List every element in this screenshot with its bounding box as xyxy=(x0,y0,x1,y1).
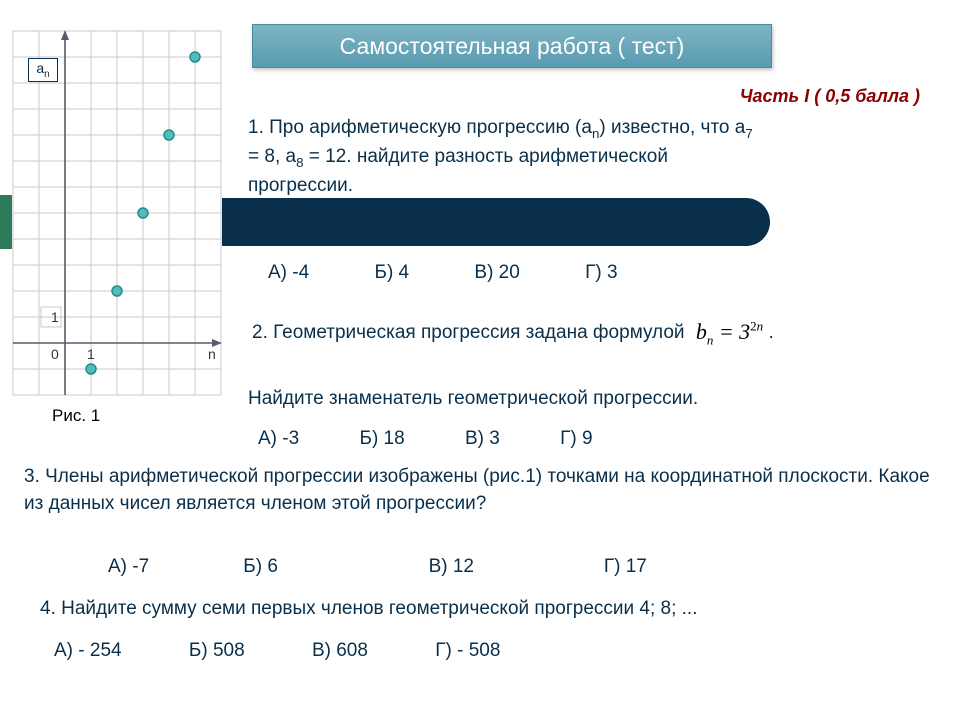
question-3-text: 3. Члены арифметической прогрессии изобр… xyxy=(24,464,934,517)
q1-body: 1. Про арифметическую прогрессию (an) из… xyxy=(248,117,753,196)
q2-formula: bn = 32n xyxy=(696,316,763,350)
q4-ans-a: А) - 254 xyxy=(54,640,122,662)
q4-ans-v: В) 608 xyxy=(312,640,368,662)
svg-text:1: 1 xyxy=(87,346,95,362)
figure-caption: Рис. 1 xyxy=(52,406,100,426)
question-2-answers: А) -3 Б) 18 В) 3 Г) 9 xyxy=(258,428,648,450)
question-4-answers: А) - 254 Б) 508 В) 608 Г) - 508 xyxy=(54,640,562,662)
q3-ans-a: А) -7 xyxy=(108,556,238,578)
q2-ans-a: А) -3 xyxy=(258,428,299,450)
q2-ans-g: Г) 9 xyxy=(560,428,592,450)
an-label: an xyxy=(36,60,49,80)
q2-line1: 2. Геометрическая прогрессия задана форм… xyxy=(252,322,685,343)
question-2-text: 2. Геометрическая прогрессия задана форм… xyxy=(252,316,892,350)
question-1-text: 1. Про арифметическую прогрессию (an) из… xyxy=(248,114,768,200)
q1-ans-g: Г) 3 xyxy=(585,262,617,284)
part-label: Часть I ( 0,5 балла ) xyxy=(740,86,920,107)
q1-ans-v: В) 20 xyxy=(474,262,519,284)
title-text: Самостоятельная работа ( тест) xyxy=(340,33,685,60)
title-banner: Самостоятельная работа ( тест) xyxy=(252,24,772,68)
question-1-answers: А) -4 Б) 4 В) 20 Г) 3 xyxy=(268,262,678,284)
svg-text:n: n xyxy=(208,346,216,362)
q4-ans-g: Г) - 508 xyxy=(435,640,500,662)
q1-ans-a: А) -4 xyxy=(268,262,309,284)
progression-chart: n 1 0 1 xyxy=(12,30,238,400)
svg-text:1: 1 xyxy=(51,309,59,325)
q4-ans-b: Б) 508 xyxy=(189,640,245,662)
svg-text:0: 0 xyxy=(51,346,59,362)
q2-ans-b: Б) 18 xyxy=(359,428,404,450)
q1-ans-b: Б) 4 xyxy=(374,262,409,284)
q2-ans-v: В) 3 xyxy=(465,428,500,450)
q3-ans-v: В) 12 xyxy=(429,556,599,578)
question-2-line2: Найдите знаменатель геометрической прогр… xyxy=(248,388,698,410)
q3-ans-g: Г) 17 xyxy=(604,556,647,578)
question-4-text: 4. Найдите сумму семи первых членов геом… xyxy=(40,598,940,620)
question-3-answers: А) -7 Б) 6 В) 12 Г) 17 xyxy=(108,556,647,578)
q2-period: . xyxy=(768,322,773,343)
an-axis-label: an xyxy=(28,58,58,82)
q3-ans-b: Б) 6 xyxy=(243,556,423,578)
